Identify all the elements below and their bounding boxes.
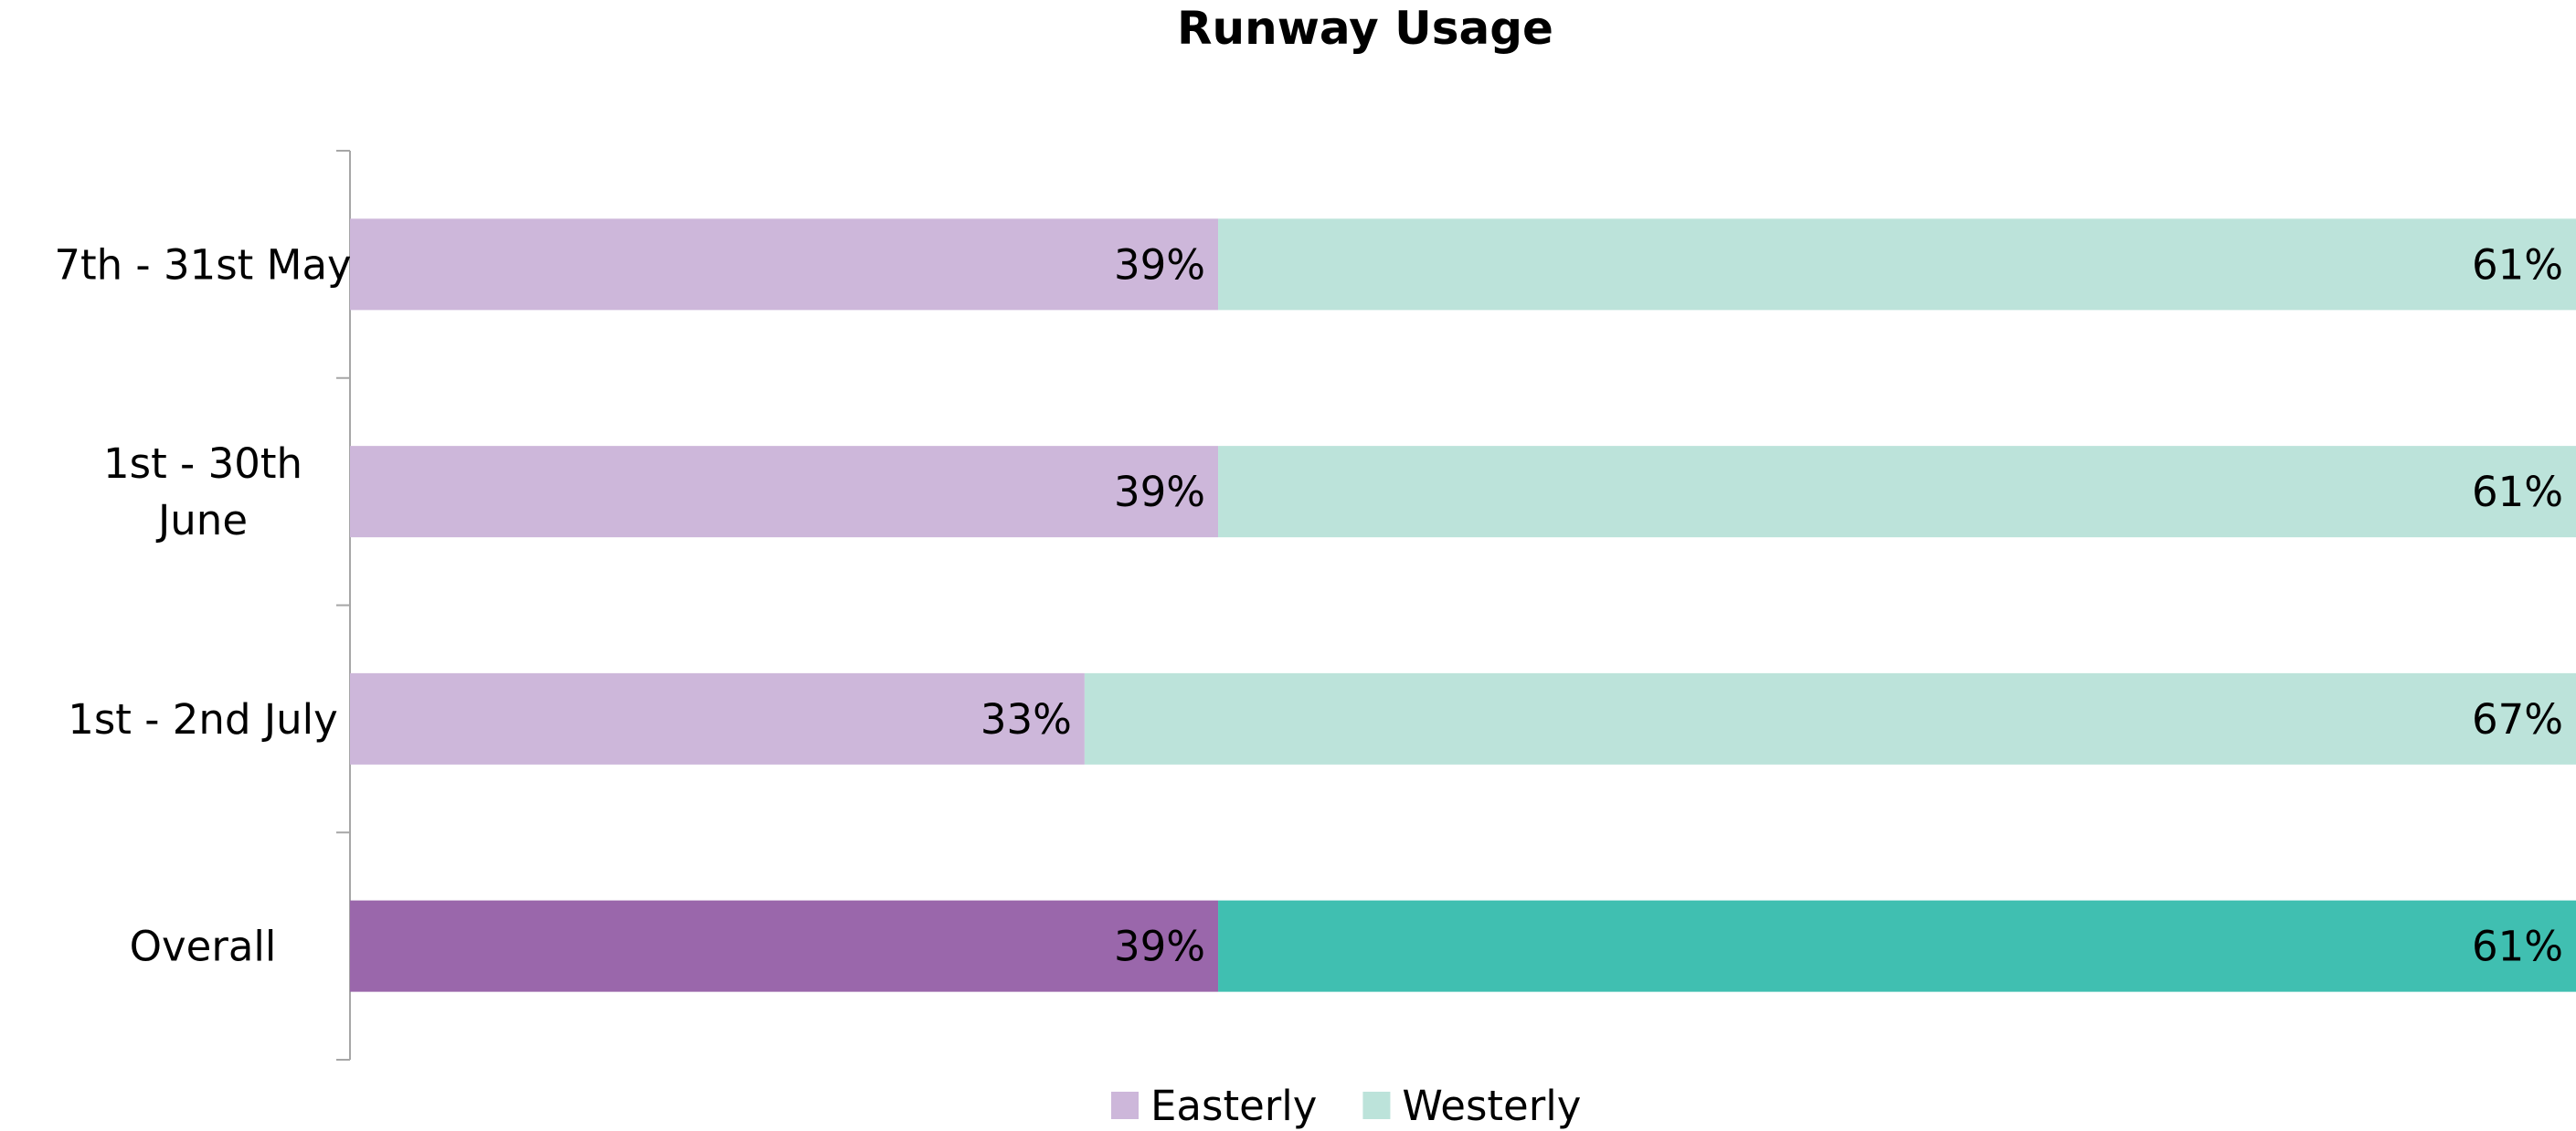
bar-easterly	[350, 672, 1085, 765]
data-label: 33%	[981, 695, 1072, 744]
data-label: 61%	[2472, 468, 2563, 516]
data-label: 67%	[2472, 695, 2563, 744]
legend-swatch-westerly	[1362, 1092, 1391, 1119]
data-label: 39%	[1114, 923, 1205, 971]
bar-easterly	[350, 900, 1219, 992]
legend-label-westerly: Westerly	[1402, 1082, 1581, 1130]
chart-title: Runway Usage	[1177, 2, 1553, 55]
bar-westerly	[1084, 672, 2576, 765]
bar-easterly	[350, 446, 1219, 538]
bar-easterly	[350, 218, 1219, 311]
data-label: 61%	[2472, 923, 2563, 971]
category-labels: 7th - 31st May 1st - 30th June 1st - 2nd Ju…	[54, 240, 351, 970]
bars	[350, 218, 2576, 992]
category-label: 1st - 2nd July	[68, 695, 338, 744]
legend-swatch-easterly	[1111, 1092, 1139, 1119]
data-label: 61%	[2472, 240, 2563, 289]
data-label: 39%	[1114, 468, 1205, 516]
data-labels: 39% 61% 39% 61% 33% 67% 39% 61%	[981, 240, 2563, 970]
bar-westerly	[1218, 900, 2576, 992]
legend: Easterly Westerly	[1111, 1082, 1581, 1130]
data-label: 39%	[1114, 240, 1205, 289]
category-label: Overall	[130, 923, 277, 971]
category-label: 7th - 31st May	[54, 240, 351, 289]
bar-westerly	[1218, 218, 2576, 311]
legend-label-easterly: Easterly	[1150, 1082, 1317, 1130]
bar-westerly	[1218, 446, 2576, 538]
category-label: 1st - 30th June	[103, 439, 302, 544]
